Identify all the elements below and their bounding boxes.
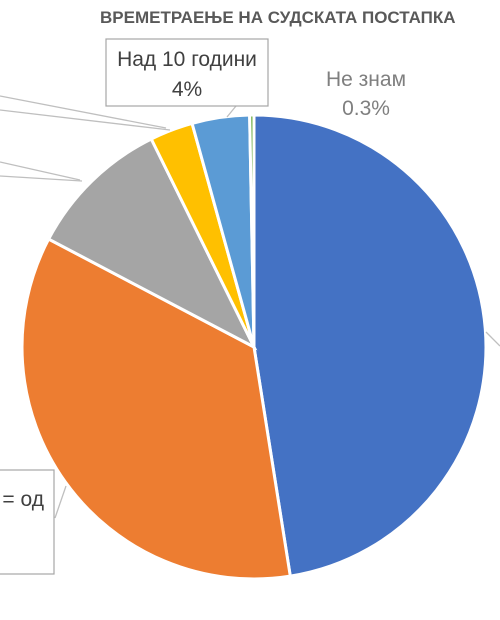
leader-line <box>0 176 82 181</box>
callout-label: = од <box>2 488 44 511</box>
leader-line <box>486 332 500 346</box>
slice-label: Не знам <box>326 68 406 91</box>
label-dont-know: Не знам 0.3% <box>326 68 406 120</box>
callout-value: 4% <box>172 78 202 101</box>
callout-cropped-left: = од <box>0 470 54 574</box>
pie-slice-0 <box>254 115 486 576</box>
leader-line <box>55 486 66 518</box>
callout-over-10-years: Над 10 години 4% <box>106 39 268 106</box>
callout-box <box>0 470 54 574</box>
slice-value: 0.3% <box>342 97 390 120</box>
pie-slices <box>22 115 486 579</box>
chart-title: ВРЕМЕТРАЕЊЕ НА СУДСКАТА ПОСТАПКА <box>100 8 456 27</box>
callout-label: Над 10 години <box>117 48 257 71</box>
